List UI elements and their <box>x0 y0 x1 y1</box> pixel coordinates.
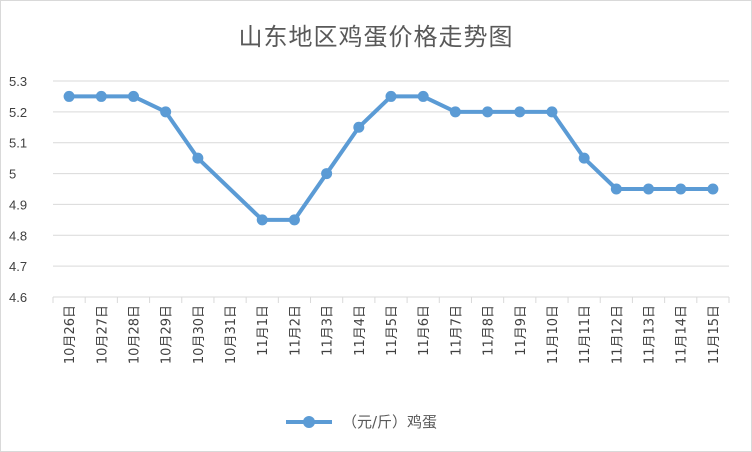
data-point <box>449 106 461 118</box>
x-tick-label: 11月6日 <box>417 305 432 356</box>
y-tick-label: 4.9 <box>9 197 27 212</box>
data-point <box>385 90 397 102</box>
x-tick-label: 11月10日 <box>546 305 561 364</box>
x-tick-label: 11月2日 <box>288 305 303 356</box>
x-tick-label: 11月12日 <box>610 305 625 364</box>
legend: （元/斤）鸡蛋 <box>286 411 437 432</box>
y-tick-label: 4.6 <box>9 290 27 305</box>
x-tick-label: 11月15日 <box>707 305 722 364</box>
data-point <box>707 183 719 195</box>
x-tick-label: 11月13日 <box>643 305 658 364</box>
data-point <box>321 168 333 180</box>
data-point <box>353 121 365 133</box>
data-point <box>610 183 622 195</box>
x-tick-label: 11月1日 <box>256 305 271 356</box>
y-tick-label: 5 <box>9 167 16 182</box>
data-point <box>578 152 590 164</box>
x-tick-label: 11月7日 <box>449 305 464 356</box>
data-point <box>482 106 494 118</box>
x-tick-label: 10月31日 <box>224 305 239 364</box>
data-point <box>514 106 526 118</box>
x-tick-label: 11月4日 <box>353 305 368 356</box>
x-tick-label: 11月5日 <box>385 305 400 356</box>
data-point <box>675 183 687 195</box>
x-tick-label: 10月30日 <box>192 305 207 364</box>
x-tick-label: 10月26日 <box>63 305 78 364</box>
data-point <box>546 106 558 118</box>
data-point <box>643 183 655 195</box>
x-tick-label: 11月8日 <box>482 305 497 356</box>
x-tick-label: 11月3日 <box>321 305 336 356</box>
y-tick-label: 5.3 <box>9 74 27 89</box>
data-point <box>160 106 172 118</box>
y-tick-label: 4.8 <box>9 228 27 243</box>
chart-title: 山东地区鸡蛋价格走势图 <box>238 23 514 51</box>
data-point <box>192 152 204 164</box>
data-point <box>63 90 75 102</box>
x-tick-label: 11月14日 <box>675 305 690 364</box>
data-point <box>288 214 300 226</box>
legend-label: （元/斤）鸡蛋 <box>342 413 438 431</box>
x-tick-label: 11月11日 <box>578 305 593 364</box>
y-tick-label: 5.1 <box>9 136 27 151</box>
x-tick-label: 11月9日 <box>514 305 529 356</box>
y-tick-label: 5.2 <box>9 105 27 120</box>
data-point <box>127 90 139 102</box>
y-tick-label: 4.7 <box>9 259 27 274</box>
series-line <box>69 94 713 222</box>
data-point <box>417 90 429 102</box>
legend-swatch <box>286 415 332 428</box>
data-point <box>95 90 107 102</box>
data-point <box>256 214 268 226</box>
x-tick-label: 10月29日 <box>160 305 175 364</box>
x-tick-label: 10月28日 <box>127 305 142 364</box>
x-tick-label: 10月27日 <box>95 305 110 364</box>
